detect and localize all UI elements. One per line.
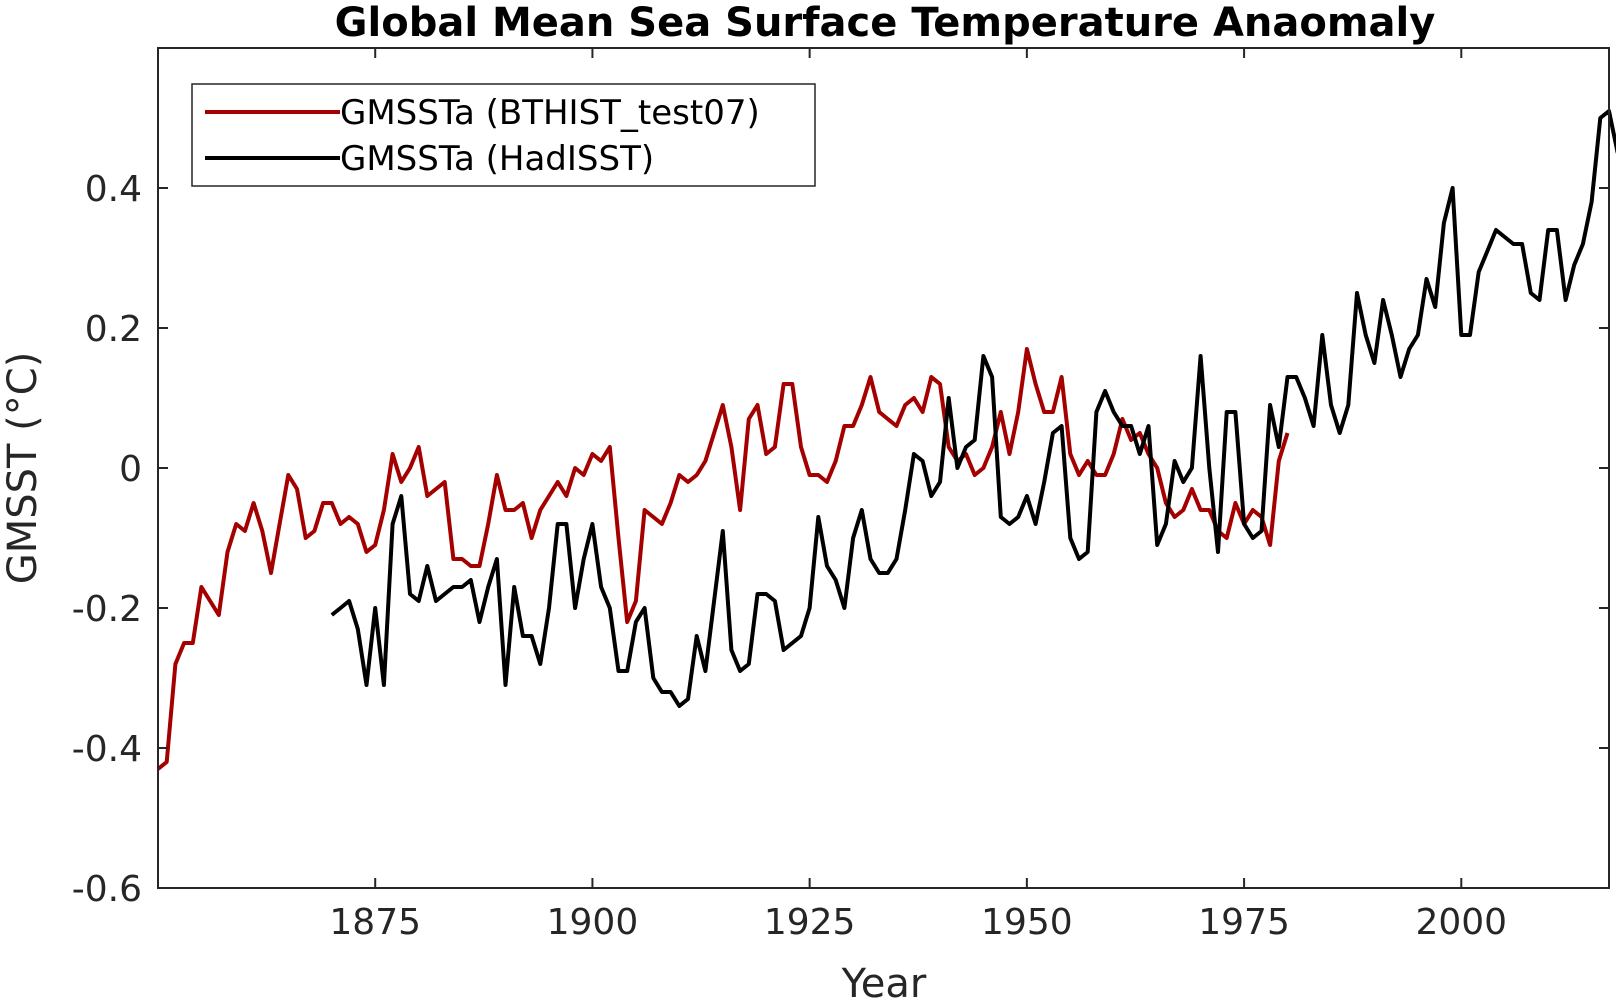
legend-box	[191, 83, 816, 187]
x-tick-label: 2000	[1415, 902, 1507, 943]
legend: GMSSTa (BTHIST_test07) GMSSTa (HadISST)	[191, 83, 816, 187]
legend-label-hadisst: GMSSTa (HadISST)	[340, 139, 654, 179]
y-tick-label: -0.4	[72, 729, 142, 770]
series-lines	[156, 109, 1616, 771]
x-tick-label: 1975	[1198, 902, 1290, 943]
y-tick-label: 0	[119, 449, 142, 490]
y-axis-ticks: -0.6 -0.4 -0.2 0 0.2 0.4	[72, 169, 1609, 910]
legend-label-bthist: GMSSTa (BTHIST_test07)	[340, 93, 760, 133]
x-tick-label: 1950	[981, 902, 1073, 943]
series-line-bthist	[156, 347, 1290, 771]
x-axis-ticks: 1875 1900 1925 1950 1975 2000	[329, 48, 1507, 943]
x-tick-label: 1925	[764, 902, 856, 943]
y-tick-label: -0.2	[72, 589, 142, 630]
series-line-hadisst	[330, 109, 1616, 708]
y-tick-label: 0.4	[85, 169, 142, 210]
y-tick-label: 0.2	[85, 309, 142, 350]
y-tick-label: -0.6	[72, 869, 142, 910]
x-tick-label: 1900	[547, 902, 639, 943]
y-axis-label: GMSST (°C)	[0, 352, 46, 585]
x-tick-label: 1875	[329, 902, 421, 943]
x-axis-label: Year	[841, 961, 927, 1005]
chart-title: Global Mean Sea Surface Temperature Anao…	[335, 0, 1436, 46]
